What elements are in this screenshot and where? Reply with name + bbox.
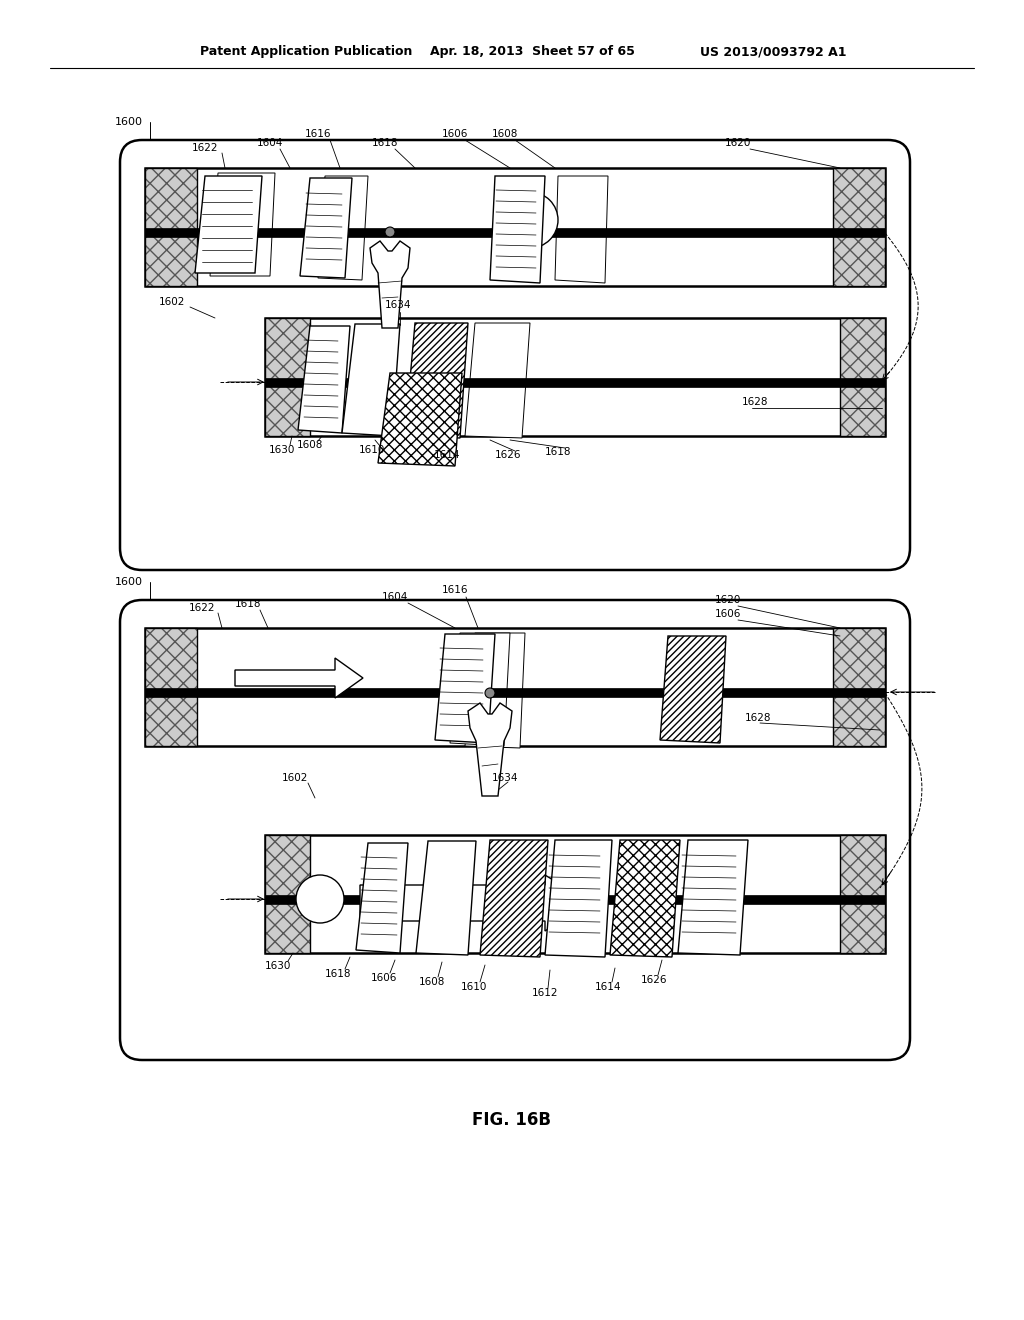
Polygon shape: [465, 323, 530, 438]
Polygon shape: [468, 704, 512, 796]
Bar: [145, 688, 885, 697]
Text: 1620: 1620: [725, 139, 752, 148]
Polygon shape: [465, 634, 525, 748]
Text: 1626: 1626: [641, 975, 668, 985]
Text: 1610: 1610: [461, 982, 487, 993]
Bar: [840, 318, 885, 436]
Polygon shape: [555, 176, 608, 282]
Text: 1602: 1602: [159, 297, 185, 308]
Text: 1612: 1612: [531, 987, 558, 998]
Text: 1634: 1634: [385, 300, 412, 310]
Text: US 2013/0093792 A1: US 2013/0093792 A1: [700, 45, 847, 58]
Text: 1608: 1608: [297, 440, 324, 450]
Bar: [833, 628, 885, 746]
Bar: [833, 168, 885, 286]
Text: 1610: 1610: [358, 445, 385, 455]
Bar: [145, 168, 197, 286]
Text: 1614: 1614: [434, 450, 460, 459]
Text: 1602: 1602: [282, 774, 308, 783]
Polygon shape: [450, 634, 510, 746]
Bar: [265, 836, 310, 953]
Polygon shape: [195, 176, 262, 273]
Circle shape: [502, 191, 558, 248]
Bar: [265, 318, 310, 436]
Text: Patent Application Publication: Patent Application Publication: [200, 45, 413, 58]
Text: 1618: 1618: [325, 969, 351, 979]
Circle shape: [385, 227, 395, 238]
Text: 1618: 1618: [234, 599, 261, 609]
Bar: [265, 836, 310, 953]
Bar: [145, 228, 885, 238]
Text: 1606: 1606: [371, 973, 397, 983]
Bar: [145, 168, 197, 286]
Text: 1606: 1606: [441, 129, 468, 139]
Polygon shape: [416, 841, 476, 954]
Text: 1604: 1604: [257, 139, 284, 148]
Polygon shape: [435, 634, 495, 743]
Text: 1608: 1608: [419, 977, 445, 987]
Text: FIG. 16B: FIG. 16B: [472, 1111, 552, 1129]
Polygon shape: [490, 176, 545, 282]
Polygon shape: [318, 176, 368, 280]
Bar: [840, 318, 885, 436]
Text: 1626: 1626: [495, 450, 521, 459]
Text: 1630: 1630: [265, 961, 291, 972]
Bar: [145, 628, 885, 746]
Bar: [833, 168, 885, 286]
Bar: [145, 628, 197, 746]
Polygon shape: [370, 242, 410, 327]
Text: 1634: 1634: [492, 774, 518, 783]
Text: 1618: 1618: [372, 139, 398, 148]
Bar: [145, 168, 885, 286]
Polygon shape: [545, 840, 612, 957]
Bar: [265, 318, 310, 436]
Text: 1616: 1616: [305, 129, 331, 139]
Bar: [833, 628, 885, 746]
Polygon shape: [678, 840, 748, 954]
Text: 1608: 1608: [492, 129, 518, 139]
Polygon shape: [298, 326, 350, 433]
Text: 1628: 1628: [744, 713, 771, 723]
Bar: [840, 836, 885, 953]
Text: 1606: 1606: [715, 609, 741, 619]
Polygon shape: [480, 840, 548, 957]
Polygon shape: [356, 843, 408, 953]
Polygon shape: [406, 323, 468, 438]
Text: 1614: 1614: [595, 982, 622, 993]
Text: 1630: 1630: [269, 445, 295, 455]
Circle shape: [485, 688, 495, 698]
Bar: [265, 318, 885, 436]
Bar: [265, 836, 885, 953]
Text: Apr. 18, 2013  Sheet 57 of 65: Apr. 18, 2013 Sheet 57 of 65: [430, 45, 635, 58]
Bar: [265, 378, 885, 387]
Text: 1600: 1600: [115, 577, 143, 587]
Text: 1618: 1618: [545, 447, 571, 457]
Text: 1620: 1620: [715, 595, 741, 605]
Text: 1600: 1600: [115, 117, 143, 127]
Polygon shape: [234, 657, 362, 698]
Polygon shape: [360, 875, 590, 931]
Bar: [145, 628, 197, 746]
Text: 1622: 1622: [188, 603, 215, 612]
Bar: [840, 836, 885, 953]
Polygon shape: [378, 374, 462, 466]
Bar: [265, 895, 885, 904]
Polygon shape: [300, 178, 352, 279]
Text: 1604: 1604: [382, 591, 409, 602]
Circle shape: [296, 875, 344, 923]
Polygon shape: [660, 636, 726, 743]
Text: 1616: 1616: [441, 585, 468, 595]
Polygon shape: [610, 840, 680, 957]
Text: 1628: 1628: [741, 397, 768, 407]
Polygon shape: [342, 323, 400, 436]
Text: 1622: 1622: [191, 143, 218, 153]
Polygon shape: [210, 173, 275, 276]
